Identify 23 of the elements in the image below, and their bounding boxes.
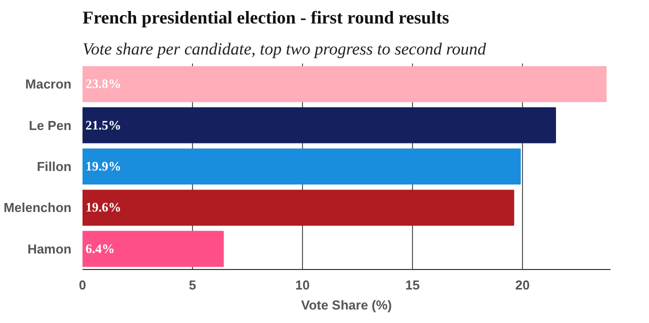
bar [82,148,521,185]
chart-subtitle: Vote share per candidate, top two progress to second round [82,40,487,58]
bar [82,66,607,102]
x-tick-label: 10 [295,278,310,292]
data-label: 19.9% [86,158,122,174]
bar [82,107,556,144]
x-axis-title: Vote Share (%) [301,298,392,312]
x-tick-label: 5 [188,278,196,292]
data-label: 19.6% [86,200,122,215]
data-label: 6.4% [86,240,115,256]
chart-title: French presidential election - first round results [82,8,450,28]
x-tick-label: 0 [78,278,86,292]
bar [82,190,514,226]
bar [82,230,224,267]
y-tick-label: Macron [25,76,72,92]
y-tick-label: Le Pen [28,118,72,133]
y-tick-label: Melenchon [4,200,72,216]
x-tick-label: 20 [515,278,530,292]
data-label: 21.5% [86,117,122,132]
data-label: 23.8% [86,76,122,92]
y-tick-label: Fillon [36,159,72,174]
y-tick-label: Hamon [27,241,72,256]
x-tick-label: 15 [405,278,420,292]
